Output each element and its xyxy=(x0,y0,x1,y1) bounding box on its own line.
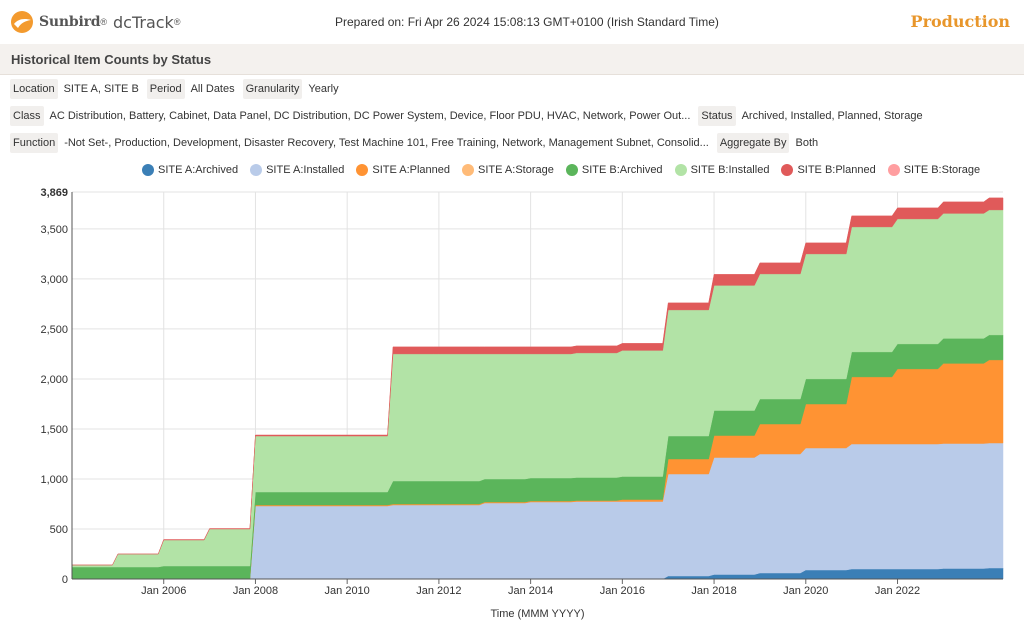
legend-label: SITE A:Storage xyxy=(478,164,554,176)
legend-swatch xyxy=(781,164,794,176)
series-area xyxy=(72,197,1004,566)
function-filter-value: -Not Set-, Production, Development, Disa… xyxy=(64,137,709,149)
y-tick-label: 2,500 xyxy=(40,324,68,336)
legend-swatch xyxy=(674,164,687,176)
environment-label: Production xyxy=(910,12,1010,31)
legend-item[interactable]: SITE B:Archived xyxy=(565,164,663,176)
chart-legend: SITE A:Archived SITE A:Installed SITE A:Pl… xyxy=(142,163,992,177)
filter-row-1: Location SITE A, SITE B Period All Dates… xyxy=(10,78,347,100)
prepared-on-text: Prepared on: Fri Apr 26 2024 15:08:13 GM… xyxy=(335,15,719,29)
period-filter-label: Period xyxy=(146,79,185,99)
x-axis-title: Time (MMM YYYY) xyxy=(490,608,584,620)
legend-swatch xyxy=(142,164,154,176)
legend-swatch xyxy=(356,164,369,176)
legend-swatch xyxy=(250,164,263,176)
function-filter-label: Function xyxy=(10,133,59,153)
filter-row-2: Class AC Distribution, Battery, Cabinet,… xyxy=(10,105,931,127)
legend-swatch xyxy=(462,164,475,176)
x-tick-label: Jan 2006 xyxy=(141,585,186,597)
aggregate-filter-value: Both xyxy=(795,137,819,149)
series-areas xyxy=(71,197,1004,580)
x-tick-label: Jan 2022 xyxy=(875,585,920,597)
legend-item[interactable]: SITE A:Installed xyxy=(250,164,344,176)
class-filter-value: AC Distribution, Battery, Cabinet, Data … xyxy=(49,110,691,122)
legend-label: SITE B:Archived xyxy=(581,164,663,176)
y-tick-label: 2,000 xyxy=(40,374,68,386)
sunbird-logo-icon xyxy=(11,11,33,33)
legend-label: SITE A:Archived xyxy=(158,164,239,176)
legend-item[interactable]: SITE A:Archived xyxy=(142,164,238,176)
y-tick-label: 500 xyxy=(50,524,68,536)
legend-item[interactable]: SITE B:Installed xyxy=(674,164,770,176)
granularity-filter-label: Granularity xyxy=(242,79,303,99)
sunbird-logo: Sunbird ® dcTrack ® xyxy=(10,9,186,35)
legend-label: SITE A:Installed xyxy=(266,164,345,176)
legend-label: SITE B:Storage xyxy=(903,164,981,176)
aggregate-filter-label: Aggregate By xyxy=(716,133,790,153)
legend-swatch xyxy=(565,164,578,176)
legend-item[interactable]: SITE B:Storage xyxy=(887,164,981,176)
y-tick-label: 3,869 xyxy=(40,187,68,199)
location-filter-label: Location xyxy=(10,79,58,99)
product-reg-mark: ® xyxy=(173,17,181,27)
x-tick-label: Jan 2008 xyxy=(233,585,278,597)
report-title-bar: Historical Item Counts by Status xyxy=(0,44,1024,75)
location-filter-value: SITE A, SITE B xyxy=(63,83,139,95)
legend-item[interactable]: SITE A:Planned xyxy=(356,164,450,176)
x-tick-label: Jan 2010 xyxy=(325,585,370,597)
legend-label: SITE B:Installed xyxy=(690,164,770,176)
y-tick-label: 1,000 xyxy=(40,474,68,486)
status-filter-label: Status xyxy=(698,106,736,126)
legend-label: SITE B:Planned xyxy=(797,164,876,176)
top-bar: Sunbird ® dcTrack ® Prepared on: Fri Apr… xyxy=(0,0,1024,44)
x-tick-label: Jan 2018 xyxy=(691,585,736,597)
y-tick-label: 3,500 xyxy=(40,224,68,236)
legend-label: SITE A:Planned xyxy=(372,164,451,176)
brand-reg-mark: ® xyxy=(100,17,107,27)
product-name: dcTrack xyxy=(112,12,174,32)
history-chart: 0 500 1,000 1,500 2,000 2,500 3,000 3,500 3,869 J… xyxy=(40,187,1004,620)
status-filter-value: Archived, Installed, Planned, Storage xyxy=(741,110,923,122)
legend-swatch xyxy=(887,164,900,176)
y-tick-label: 0 xyxy=(62,574,68,586)
x-tick-label: Jan 2020 xyxy=(783,585,828,597)
y-tick-label: 3,000 xyxy=(40,274,68,286)
report-title: Historical Item Counts by Status xyxy=(11,52,212,67)
legend-item[interactable]: SITE B:Planned xyxy=(781,164,876,176)
filter-row-3: Function -Not Set-, Production, Developm… xyxy=(10,132,826,154)
x-tick-label: Jan 2014 xyxy=(508,585,553,597)
period-filter-value: All Dates xyxy=(190,83,235,95)
x-tick-label: Jan 2012 xyxy=(416,585,461,597)
brand-name: Sunbird xyxy=(39,14,101,30)
x-tick-label: Jan 2016 xyxy=(600,585,645,597)
axes: 0 500 1,000 1,500 2,000 2,500 3,000 3,500 3,869 J… xyxy=(40,187,1003,597)
class-filter-label: Class xyxy=(10,106,44,126)
granularity-filter-value: Yearly xyxy=(308,83,339,95)
y-tick-label: 1,500 xyxy=(40,424,68,436)
legend-item[interactable]: SITE A:Storage xyxy=(462,164,554,176)
